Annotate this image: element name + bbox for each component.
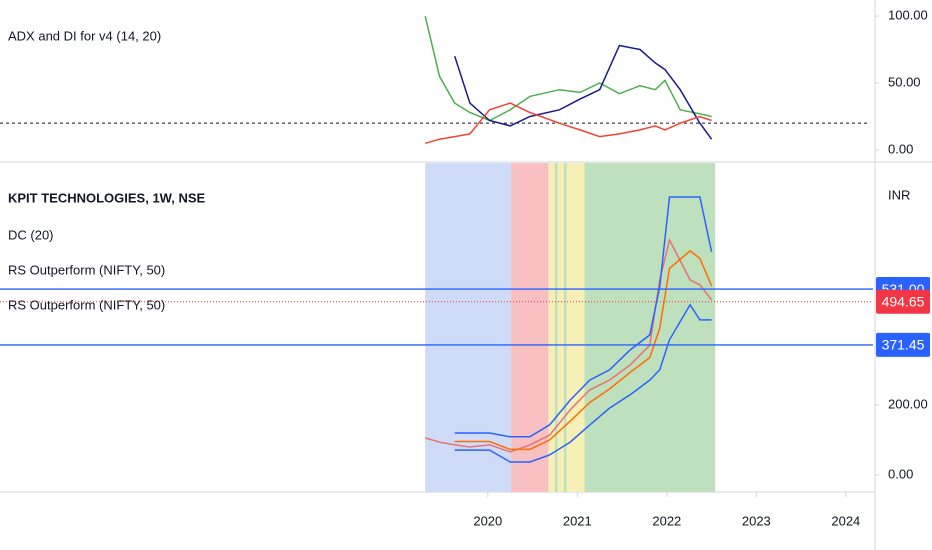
price-label: 494.65: [882, 293, 925, 309]
indicator-title: ADX and DI for v4 (14, 20): [8, 28, 161, 43]
y-tick-label: 100.00: [888, 8, 928, 23]
series-line: [454, 196, 713, 438]
background-band: [548, 163, 555, 492]
series-line: [453, 44, 713, 140]
x-tick-label: 2023: [742, 513, 771, 528]
y-tick-label: 0.00: [888, 141, 913, 156]
x-tick-label: 2022: [652, 513, 681, 528]
background-band: [554, 163, 558, 492]
series-line: [424, 102, 712, 145]
indicator-title: RS Outperform (NIFTY, 50): [8, 262, 165, 277]
price-label: 371.45: [882, 337, 925, 353]
y-unit: INR: [888, 187, 910, 202]
indicator-title: DC (20): [8, 227, 54, 242]
y-tick-label: 50.00: [888, 74, 921, 89]
price-label-box: [876, 289, 930, 314]
background-band: [425, 163, 512, 492]
x-tick-label: 2021: [563, 513, 592, 528]
x-tick-label: 2024: [831, 513, 860, 528]
series-line: [424, 237, 713, 453]
background-band: [557, 163, 564, 492]
series-line: [454, 303, 712, 463]
indicator-title: RS Outperform (NIFTY, 50): [8, 297, 165, 312]
background-band: [584, 163, 716, 492]
series-line: [454, 249, 713, 451]
background-band: [563, 163, 567, 492]
price-label-box: [876, 332, 930, 357]
y-tick-label: 0.00: [888, 466, 913, 481]
y-tick-label: 200.00: [888, 396, 928, 411]
symbol-title: KPIT TECHNOLOGIES, 1W, NSE: [8, 190, 206, 205]
series-line: [424, 15, 712, 122]
x-tick-label: 2020: [473, 513, 502, 528]
